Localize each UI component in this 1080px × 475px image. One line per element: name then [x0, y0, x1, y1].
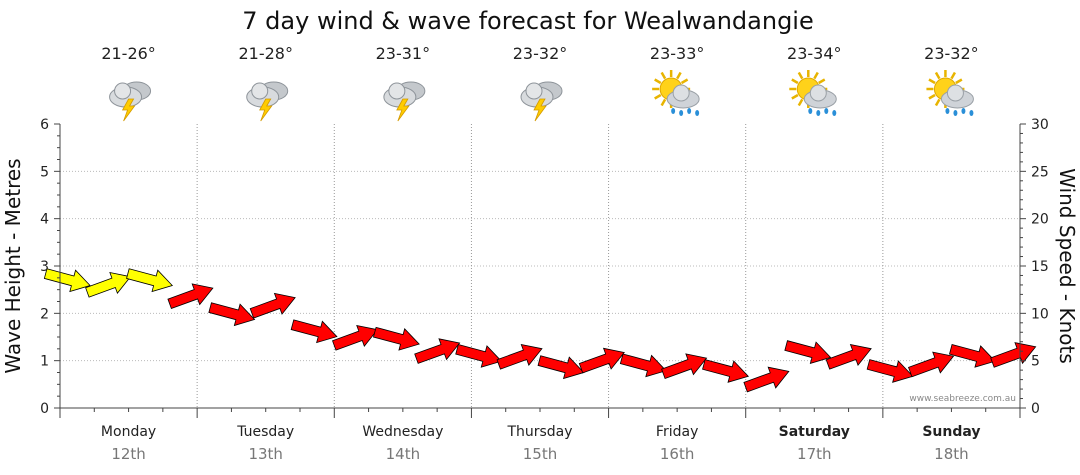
left-tick-label: 6 [40, 117, 49, 133]
date-label: 13th [248, 445, 282, 463]
chart-title: 7 day wind & wave forecast for Wealwanda… [242, 7, 813, 35]
thunderstorm-icon [246, 81, 289, 122]
day-label: Wednesday [362, 424, 443, 440]
temperature-label: 23-32° [513, 44, 568, 63]
temperature-label: 23-32° [924, 44, 979, 63]
day-label: Thursday [506, 424, 572, 440]
wind-arrow-point [332, 324, 379, 351]
left-tick-label: 4 [40, 212, 49, 228]
wind-arrow-point [825, 343, 872, 370]
wind-arrow-point [537, 355, 585, 380]
temperature-label: 23-34° [787, 44, 842, 63]
right-tick-label: 10 [1031, 306, 1049, 322]
wind-arrow-point [578, 347, 625, 374]
wind-arrow-point [661, 353, 708, 380]
date-label: 18th [934, 445, 968, 463]
wind-arrow-point [784, 340, 832, 364]
wind-arrow-point [126, 268, 174, 293]
wind-arrow-point [249, 292, 296, 319]
wind-arrow-point [167, 283, 214, 310]
wind-arrow-point [43, 268, 91, 293]
day-label: Tuesday [236, 424, 294, 440]
wind-arrow-point [455, 343, 503, 368]
wind-arrow-point [208, 302, 256, 327]
date-label: 12th [111, 445, 145, 463]
day-label: Friday [656, 424, 698, 440]
temperature-label: 23-31° [376, 44, 431, 63]
day-label: Saturday [779, 424, 850, 440]
thunderstorm-icon [520, 81, 563, 122]
temperature-label: 21-28° [238, 44, 293, 63]
right-tick-label: 0 [1031, 401, 1040, 417]
left-tick-label: 0 [40, 401, 49, 417]
left-tick-label: 2 [40, 306, 49, 322]
left-tick-label: 5 [40, 164, 49, 180]
right-tick-label: 5 [1031, 354, 1040, 370]
sun-showers-icon [926, 70, 974, 116]
left-tick-label: 1 [40, 354, 49, 370]
date-label: 16th [660, 445, 694, 463]
wind-arrow-point [990, 342, 1037, 368]
left-axis-title: Wave Height - Metres [1, 158, 25, 373]
left-tick-label: 3 [40, 259, 49, 275]
wind-arrow-point [743, 366, 790, 393]
date-label: 15th [523, 445, 557, 463]
day-label: Sunday [922, 424, 980, 440]
thunderstorm-icon [109, 81, 152, 122]
wind-arrow-point [702, 359, 750, 383]
date-label: 17th [797, 445, 831, 463]
temperature-label: 21-26° [101, 44, 156, 63]
thunderstorm-icon [383, 81, 426, 122]
right-tick-label: 15 [1031, 259, 1049, 275]
wind-arrow-point [866, 359, 914, 383]
wind-arrow-point [372, 326, 420, 351]
wind-arrow-point [414, 338, 461, 364]
wind-arrow-point [496, 343, 543, 370]
sun-showers-icon [789, 70, 837, 116]
wind-arrow-point [290, 319, 338, 344]
right-tick-label: 30 [1031, 117, 1049, 133]
right-tick-label: 25 [1031, 164, 1049, 180]
right-tick-label: 20 [1031, 212, 1049, 228]
wind-arrow-point [908, 351, 955, 378]
watermark: www.seabreeze.com.au [909, 394, 1016, 404]
date-label: 14th [386, 445, 420, 463]
day-label: Monday [101, 424, 156, 440]
wind-arrow-point [619, 353, 667, 378]
wind-arrow-point [85, 271, 132, 298]
wind-arrow-point [948, 343, 996, 368]
sun-showers-icon [652, 70, 700, 116]
temperature-label: 23-33° [650, 44, 705, 63]
right-axis-title: Wind Speed - Knots [1055, 168, 1079, 364]
